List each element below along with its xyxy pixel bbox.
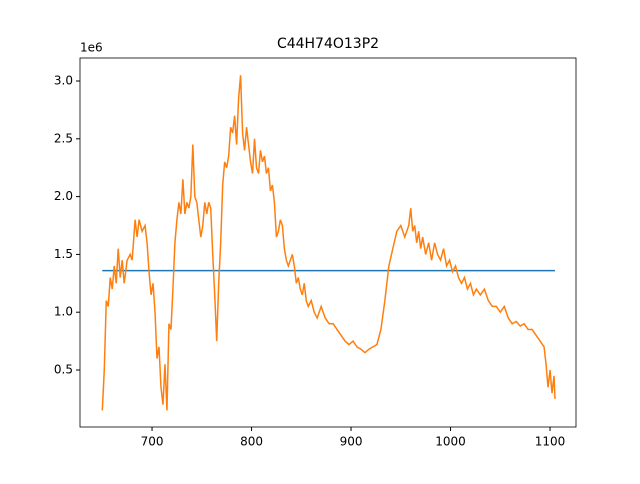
x-tick-label: 1100 [535, 435, 566, 449]
x-tick-label: 700 [141, 435, 164, 449]
x-tick-label: 800 [240, 435, 263, 449]
y-tick-label: 3.0 [54, 74, 73, 88]
y-offset-label: 1e6 [80, 41, 103, 55]
chart-title: C44H74O13P2 [277, 36, 379, 52]
x-tick-label: 900 [340, 435, 363, 449]
y-tick-label: 1.0 [54, 305, 73, 319]
y-tick-label: 2.5 [54, 131, 73, 145]
y-tick-label: 2.0 [54, 189, 73, 203]
x-tick-label: 1000 [435, 435, 466, 449]
plot-frame [79, 57, 577, 428]
y-tick-label: 1.5 [54, 247, 73, 261]
line-series [101, 75, 556, 411]
y-tick-label: 0.5 [54, 363, 73, 377]
